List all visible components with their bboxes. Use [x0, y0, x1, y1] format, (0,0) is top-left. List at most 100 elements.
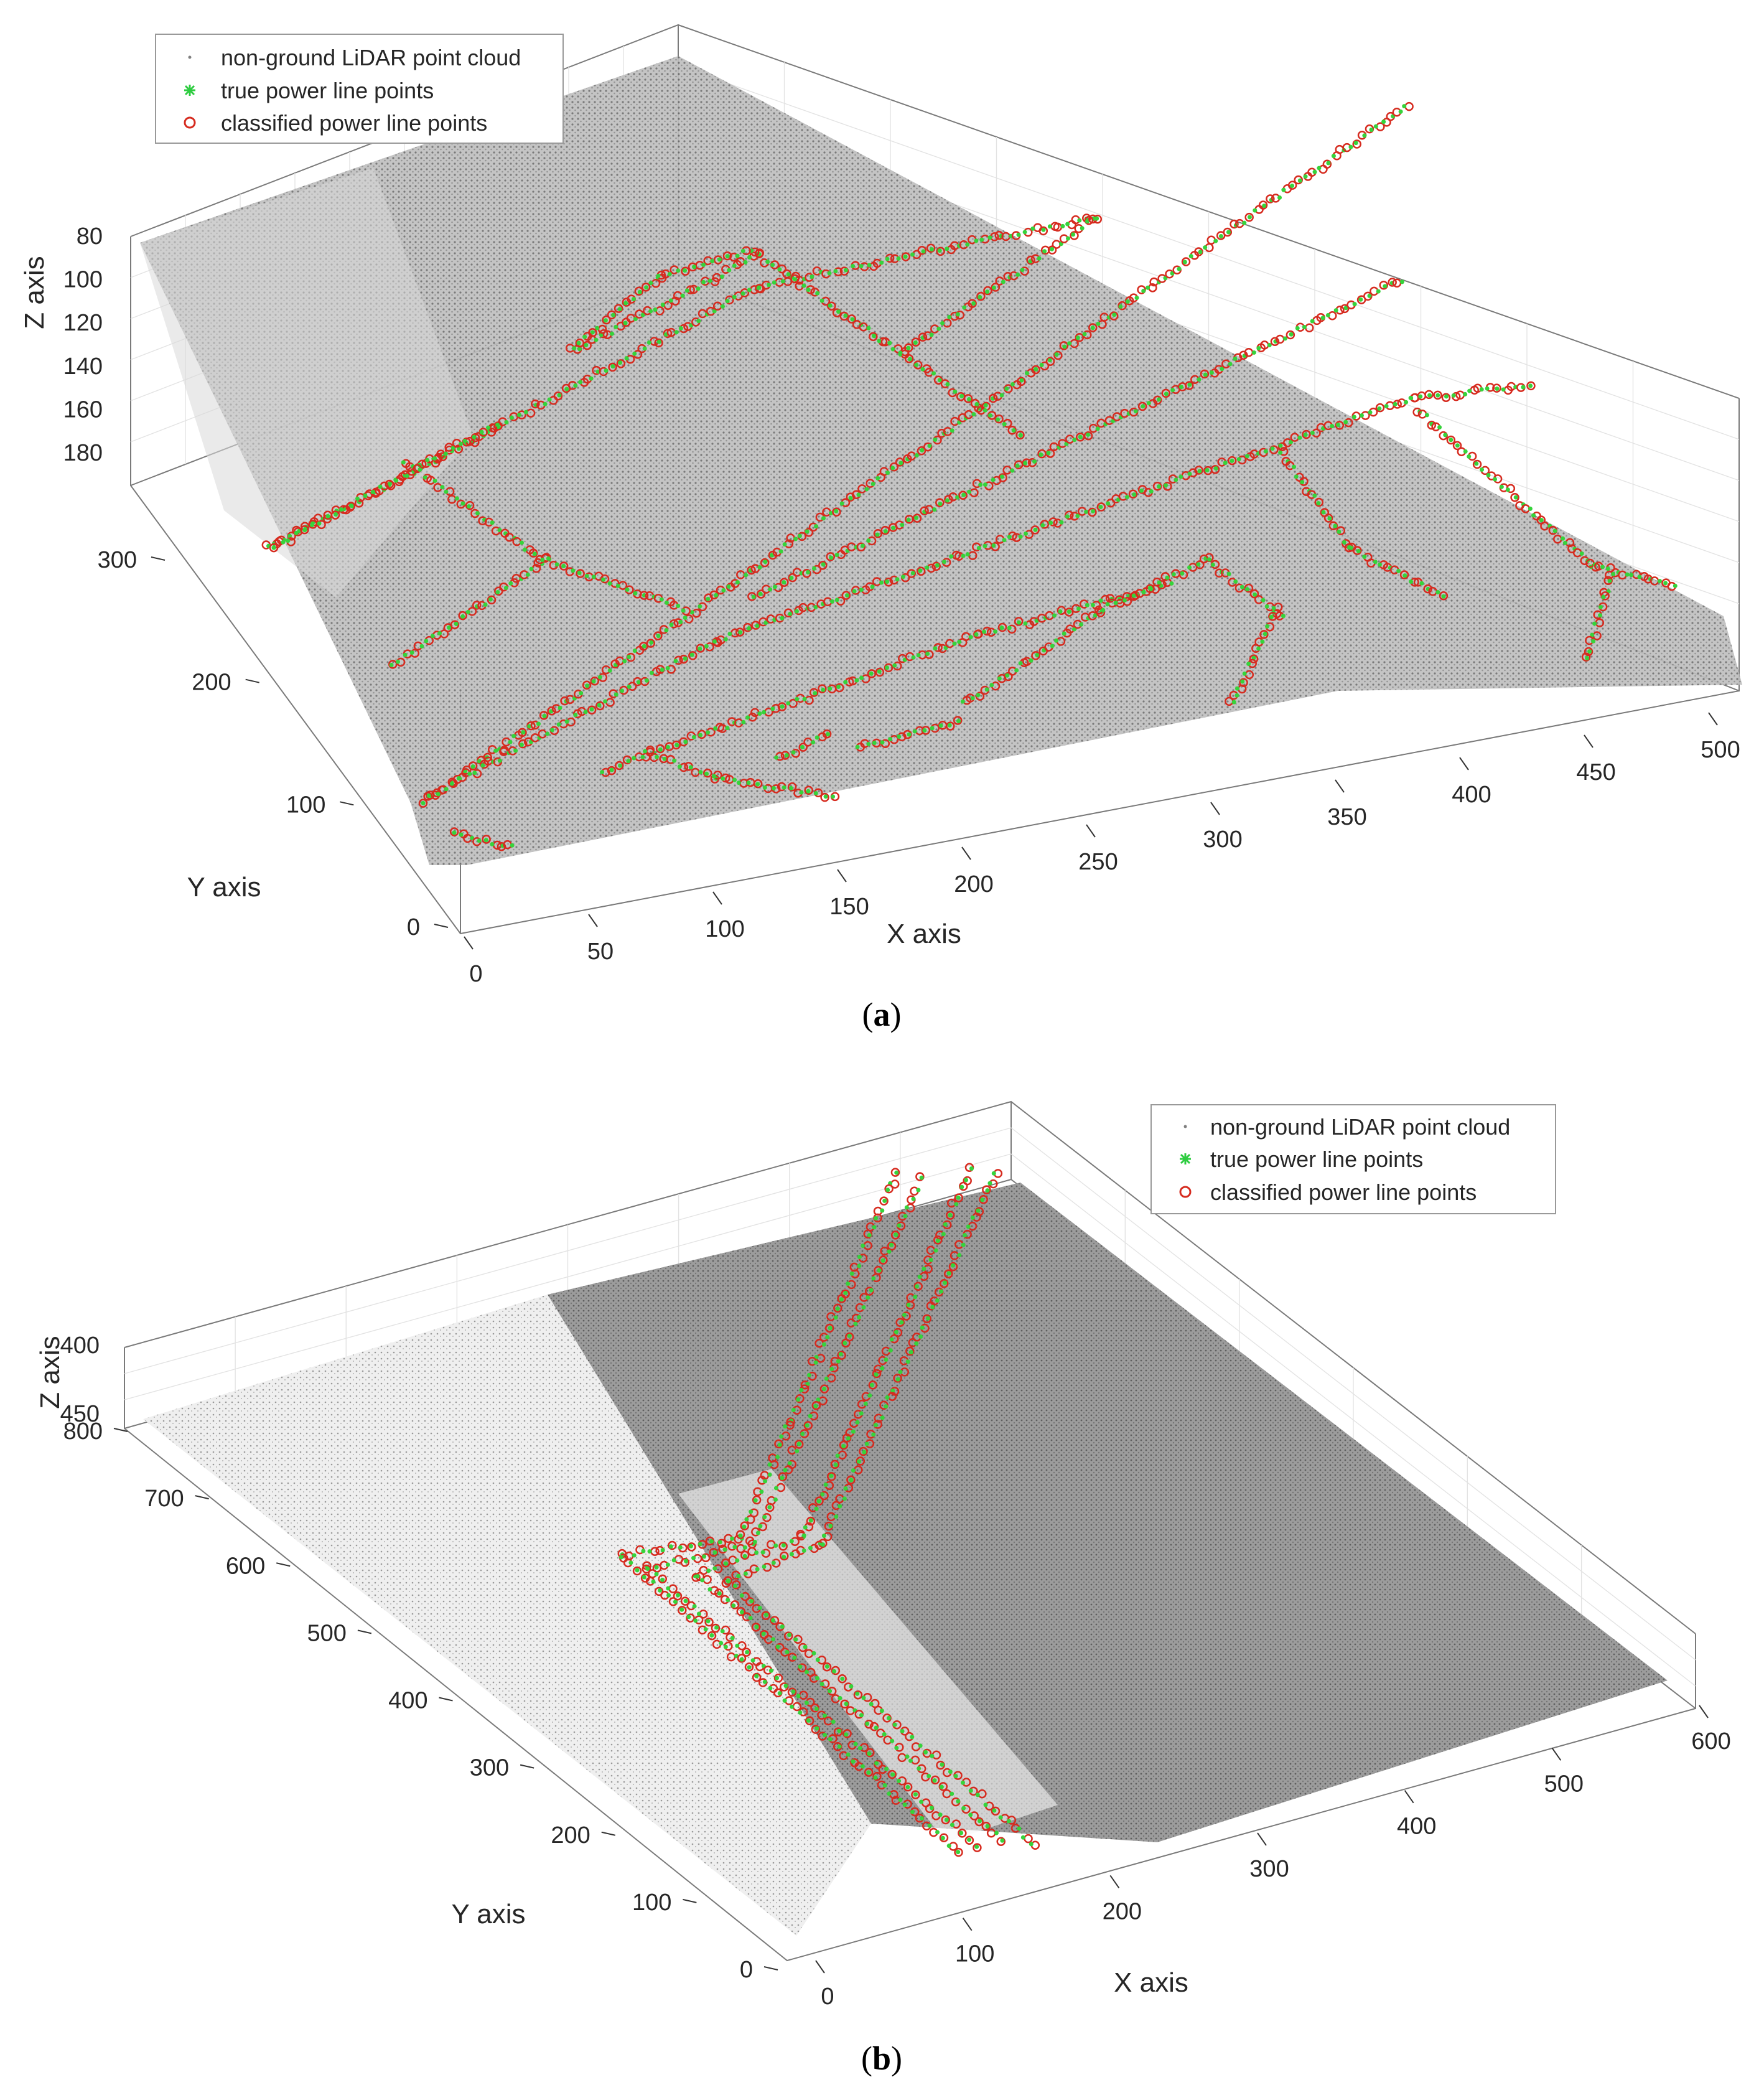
- panel-a-x-tick-label: 100: [705, 916, 744, 942]
- panel-a-x-tick-label: 250: [1078, 849, 1118, 875]
- panel-b-x-tick-mark: [1551, 1747, 1562, 1761]
- panel-b: non-ground LiDAR point cloud true power …: [35, 1100, 1731, 2077]
- panel-a-z-tick-label: 120: [63, 310, 103, 336]
- panel-a-x-tick-label: 200: [954, 871, 993, 897]
- panel-b-y-tick-label: 800: [63, 1418, 103, 1445]
- panel-a-power-line-11: [600, 578, 1174, 777]
- panel-b-y-tick-label: 300: [470, 1755, 509, 1781]
- panel-b-power-line-4: [721, 1169, 1040, 1850]
- panel-b-y-tick-label: 0: [740, 1957, 753, 1983]
- panel-b-power-lines: [617, 1163, 1040, 1857]
- legend-box: [155, 34, 564, 144]
- panel-a-y-tick-mark: [434, 924, 449, 928]
- panel-a-x-tick-label: 450: [1576, 759, 1615, 785]
- panel-a-power-line-20: [855, 716, 963, 752]
- panel-a-y-tick-label: 0: [407, 914, 420, 940]
- panel-a-y-axis-label: Y axis: [187, 872, 261, 902]
- panel-b-y-tick-label: 600: [226, 1553, 265, 1579]
- panel-a-x-tick-mark: [712, 891, 722, 905]
- panel-a-z-tick-label: 160: [63, 396, 103, 423]
- panel-a-legend: non-ground LiDAR point cloud true power …: [155, 34, 564, 144]
- panel-a-z-axis-label: Z axis: [19, 256, 50, 329]
- panel-a-x-tick-mark: [1086, 824, 1096, 838]
- panel-a-x-tick-label: 400: [1452, 782, 1491, 808]
- panel-a-z-tick-label: 180: [63, 440, 103, 466]
- panel-b-x-tick-label: 0: [821, 1984, 834, 2010]
- panel-a-power-line-13: [960, 553, 1286, 705]
- panel-a-y-tick-mark: [245, 678, 259, 683]
- legend-marker-true: [184, 85, 195, 96]
- panel-b-y-tick-label: 500: [307, 1620, 346, 1646]
- panel-a-x-tick-label: 150: [829, 894, 869, 920]
- panel-b-x-tick-label: 200: [1103, 1898, 1142, 1924]
- panel-a-z-tick-label: 140: [63, 354, 103, 380]
- panel-a-point-cloud: [140, 56, 1742, 865]
- panel-a-power-line-15: [1278, 447, 1449, 601]
- panel-a-x-tick-mark: [1210, 802, 1220, 815]
- panel-a-z-tick-label: 100: [63, 267, 103, 293]
- legend-label-true: true power line points: [221, 78, 434, 103]
- legend-marker-classified: [184, 116, 196, 129]
- panel-a-power-line-3: [425, 381, 1536, 800]
- panel-b-point-cloud: [143, 1183, 1668, 1936]
- panel-a-x-tick-mark: [464, 936, 474, 950]
- panel-a-power-line-5: [388, 553, 691, 669]
- panel-b-y-tick-mark: [113, 1428, 128, 1432]
- panel-b-x-tick-label: 400: [1397, 1814, 1436, 1840]
- panel-b-x-tick-label: 300: [1249, 1856, 1289, 1882]
- panel-b-x-tick-mark: [962, 1918, 973, 1931]
- panel-b-x-tick-label: 100: [955, 1941, 994, 1967]
- legend-marker-classified: [1179, 1186, 1192, 1198]
- panel-b-z-tick-label: 400: [60, 1333, 100, 1359]
- panel-b-y-tick-mark: [439, 1697, 453, 1702]
- legend-marker-cloud: [188, 55, 192, 59]
- panel-a-x-tick-mark: [1584, 734, 1594, 748]
- panel-b-x-tick-label: 500: [1544, 1771, 1584, 1797]
- legend-label-classified: classified power line points: [1210, 1179, 1477, 1205]
- panel-a-y-tick-mark: [151, 556, 166, 561]
- panel-a-power-line-2: [747, 278, 1404, 601]
- panel-b-y-tick-mark: [601, 1831, 615, 1836]
- panel-b-y-tick-mark: [357, 1629, 372, 1634]
- panel-b-y-tick-label: 200: [551, 1822, 590, 1849]
- panel-b-x-tick-label: 600: [1691, 1728, 1730, 1755]
- panel-b-y-axis-label: Y axis: [451, 1899, 525, 1929]
- panel-b-x-tick-mark: [815, 1960, 825, 1974]
- panel-a-x-tick-mark: [1459, 757, 1469, 771]
- panel-b-power-line-3: [691, 1163, 1006, 1846]
- panel-b-z-axis-label: Z axis: [35, 1336, 65, 1408]
- panel-a-power-line-6: [269, 421, 503, 553]
- panel-a-y-tick-label: 200: [192, 670, 231, 696]
- legend-label-classified: classified power line points: [221, 110, 487, 136]
- panel-a-ticks: 0 50 100 150 200 250 300 350 400 450 500 0 100 200 300…: [63, 223, 1740, 987]
- panel-b-x-axis-label: X axis: [1114, 1967, 1188, 1998]
- panel-a-x-tick-label: 50: [587, 939, 614, 965]
- panel-b-y-tick-label: 700: [144, 1486, 184, 1512]
- panel-a-x-tick-mark: [1708, 712, 1718, 726]
- panel-a: non-ground LiDAR point cloud true power …: [19, 24, 1742, 1033]
- panel-a-power-line-7: [401, 459, 545, 565]
- panel-a-x-tick-label: 300: [1203, 827, 1242, 853]
- panel-a-x-tick-label: 500: [1701, 737, 1740, 763]
- panel-b-y-tick-mark: [683, 1898, 697, 1903]
- panel-a-power-line-14: [1225, 602, 1283, 706]
- panel-a-z-tick-label: 80: [77, 223, 103, 250]
- panel-a-x-axis-label: X axis: [887, 919, 961, 949]
- panel-a-power-line-18: [643, 745, 840, 802]
- panel-a-y-tick-label: 300: [98, 547, 137, 573]
- panel-a-caption: (a): [862, 996, 902, 1033]
- panel-b-caption: (b): [861, 2040, 902, 2077]
- panel-b-grid: [124, 1127, 1696, 1687]
- panel-b-x-tick-mark: [1404, 1790, 1414, 1804]
- panel-a-x-tick-label: 0: [469, 961, 482, 987]
- panel-a-x-tick-label: 350: [1327, 804, 1366, 830]
- panel-a-power-line-12: [774, 729, 832, 761]
- panel-a-power-line-10: [903, 214, 1099, 352]
- panel-a-x-tick-mark: [837, 869, 847, 883]
- panel-a-power-line-1: [418, 101, 1414, 808]
- legend-label-true: true power line points: [1210, 1146, 1423, 1172]
- panel-a-x-tick-mark: [588, 914, 598, 927]
- panel-a-power-line-9: [565, 246, 760, 353]
- panel-b-y-tick-label: 100: [632, 1890, 671, 1916]
